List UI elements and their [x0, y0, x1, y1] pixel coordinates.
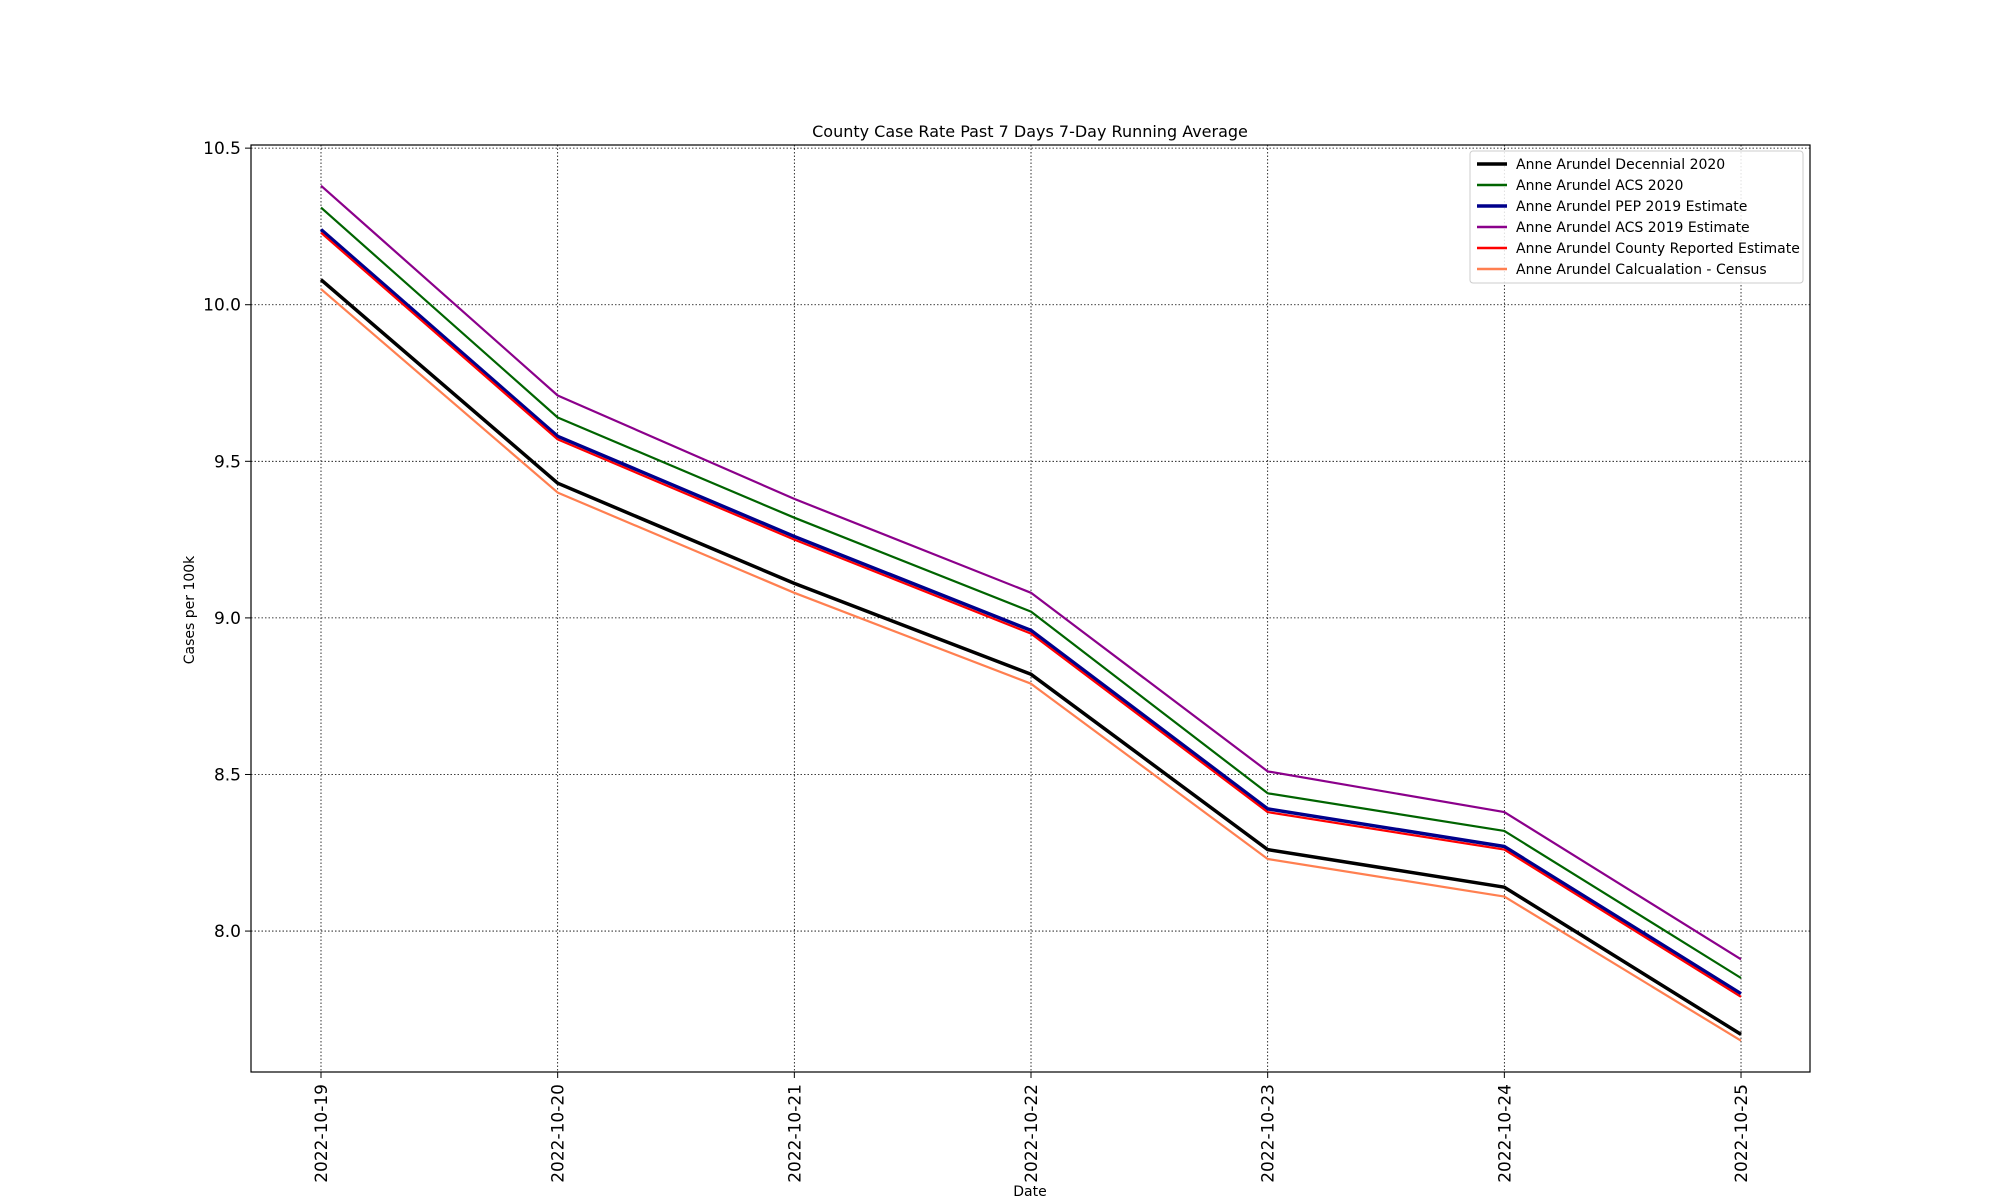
legend-box — [1469, 150, 1804, 284]
data-point — [321, 229, 322, 230]
x-tick-label: 2022-10-21 — [785, 1084, 805, 1183]
data-point — [1504, 896, 1505, 897]
data-point — [1741, 959, 1742, 960]
series-line-1 — [319, 278, 1742, 1036]
x-tick-label: 2022-10-24 — [1495, 1084, 1515, 1183]
legend-label: Anne Arundel PEP 2019 Estimate — [1516, 199, 1747, 215]
legend-label: Anne Arundel Decennial 2020 — [1516, 157, 1725, 173]
plot-area-frame — [250, 144, 1811, 1073]
x-tick-label: 2022-10-22 — [1022, 1084, 1042, 1183]
y-tick-label: 8.0 — [214, 922, 241, 942]
legend: Anne Arundel Decennial 2020 Anne Arundel … — [1469, 150, 1804, 284]
data-point — [794, 592, 795, 593]
data-point — [1267, 793, 1268, 794]
x-tick-label: 2022-10-20 — [549, 1084, 569, 1183]
data-point — [321, 185, 322, 186]
data-point — [557, 395, 558, 396]
data-point — [1504, 830, 1505, 831]
data-point — [321, 289, 322, 290]
data-point — [1741, 1034, 1742, 1035]
data-point — [321, 232, 322, 233]
series-line-6 — [320, 288, 1742, 1042]
data-point — [557, 492, 558, 493]
data-point — [794, 498, 795, 499]
data-point — [321, 207, 322, 208]
legend-label: Anne Arundel Calcualation - Census — [1516, 262, 1767, 278]
data-point — [1031, 674, 1032, 675]
y-tick-label: 10.0 — [203, 296, 241, 316]
data-point — [794, 583, 795, 584]
data-point — [1267, 859, 1268, 860]
data-point — [1267, 849, 1268, 850]
grid — [251, 145, 1810, 1072]
data-point — [1741, 996, 1742, 997]
legend-label: Anne Arundel ACS 2019 Estimate — [1516, 220, 1750, 236]
legend-label: Anne Arundel County Reported Estimate — [1516, 241, 1800, 257]
data-point — [1031, 683, 1032, 684]
series-line-3 — [319, 228, 1742, 996]
data-point — [1031, 630, 1032, 631]
data-point — [557, 483, 558, 484]
chart-title: County Case Rate Past 7 Days 7-Day Runni… — [812, 122, 1248, 141]
data-point — [794, 517, 795, 518]
data-point — [1031, 592, 1032, 593]
data-point — [1504, 849, 1505, 850]
data-point — [1267, 812, 1268, 813]
axis-ticks: 2022-10-19 2022-10-20 2022-10-21 2022-10-22… — [203, 139, 1752, 1183]
data-point — [1741, 993, 1742, 994]
x-tick-label: 2022-10-19 — [312, 1084, 332, 1183]
data-point — [794, 536, 795, 537]
data-point — [794, 539, 795, 540]
data-point — [1504, 846, 1505, 847]
series-line-5 — [320, 231, 1742, 998]
data-point — [1267, 771, 1268, 772]
data-point — [1741, 1040, 1742, 1041]
data-point — [1031, 611, 1032, 612]
data-point — [1504, 887, 1505, 888]
data-point — [557, 436, 558, 437]
x-axis-label: Date — [1013, 1184, 1046, 1200]
y-axis-label: Cases per 100k — [182, 555, 198, 664]
y-tick-label: 9.5 — [214, 452, 241, 472]
data-point — [1504, 812, 1505, 813]
series-line-2 — [320, 206, 1742, 979]
data-point — [557, 417, 558, 418]
legend-label: Anne Arundel ACS 2020 — [1516, 178, 1683, 194]
data-point — [1267, 808, 1268, 809]
x-tick-label: 2022-10-25 — [1732, 1084, 1752, 1183]
y-tick-label: 8.5 — [214, 765, 241, 785]
series-lines — [319, 184, 1742, 1042]
data-point — [321, 279, 322, 280]
y-tick-label: 9.0 — [214, 609, 241, 629]
series-line-4 — [320, 184, 1742, 961]
data-point — [1031, 633, 1032, 634]
data-point — [1741, 978, 1742, 979]
x-tick-label: 2022-10-23 — [1259, 1084, 1279, 1183]
y-tick-label: 10.5 — [203, 139, 241, 159]
data-point — [557, 439, 558, 440]
